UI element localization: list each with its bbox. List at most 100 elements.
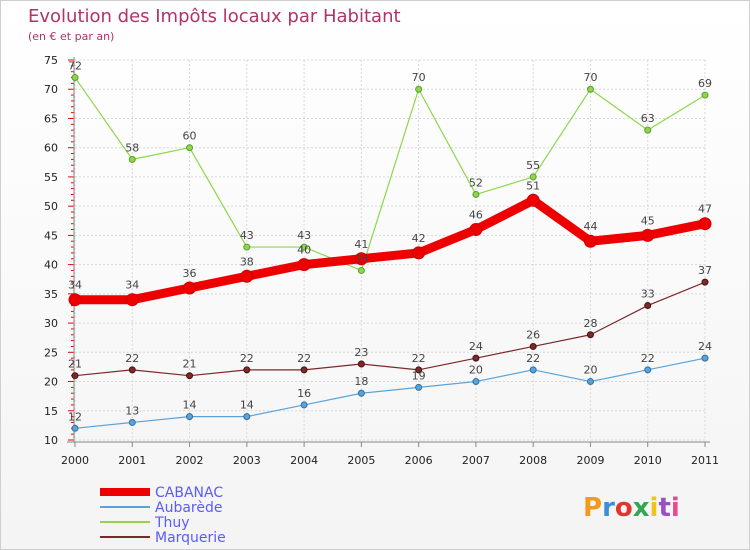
data-label-thuy: 70 <box>412 71 426 84</box>
data-label-cabanac: 34 <box>68 279 82 292</box>
data-point-aubarede <box>186 413 194 421</box>
data-label-aubarede: 22 <box>526 352 540 365</box>
data-point-marquerie <box>644 302 652 310</box>
data-label-cabanac: 51 <box>526 179 540 192</box>
data-label-cabanac: 34 <box>125 279 139 292</box>
series-cabanac <box>68 193 712 307</box>
x-tick-label: 2006 <box>405 454 433 467</box>
data-point-thuy <box>644 126 652 134</box>
data-point-aubarede <box>701 354 709 362</box>
data-point-thuy <box>357 266 365 274</box>
legend-label-thuy: Thuy <box>154 515 190 531</box>
y-tick-label: 55 <box>44 171 58 184</box>
x-tick-label: 2005 <box>347 454 375 467</box>
data-label-marquerie: 26 <box>526 328 540 341</box>
data-point-thuy <box>529 173 537 181</box>
data-label-aubarede: 16 <box>297 387 311 400</box>
data-point-thuy <box>300 243 308 251</box>
data-point-cabanac <box>68 293 82 307</box>
data-point-aubarede <box>472 378 480 386</box>
data-point-thuy <box>701 91 709 99</box>
data-point-thuy <box>186 144 194 152</box>
grid <box>74 59 706 441</box>
data-point-thuy <box>472 190 480 198</box>
data-point-aubarede <box>71 424 79 432</box>
data-label-marquerie: 22 <box>240 352 254 365</box>
data-point-cabanac <box>354 252 368 266</box>
legend-label-aubarede: Aubarède <box>155 500 222 516</box>
data-point-aubarede <box>300 401 308 409</box>
data-point-thuy <box>415 85 423 93</box>
data-point-aubarede <box>128 418 136 426</box>
data-point-aubarede <box>243 413 251 421</box>
data-label-cabanac: 44 <box>583 220 597 233</box>
data-point-marquerie <box>472 354 480 362</box>
data-point-marquerie <box>701 278 709 286</box>
data-point-aubarede <box>529 366 537 374</box>
data-point-aubarede <box>357 389 365 397</box>
logo-letter: r <box>602 493 615 523</box>
series-line-marquerie <box>74 281 706 377</box>
data-label-cabanac: 42 <box>412 232 426 245</box>
series-line-thuy <box>74 76 706 272</box>
logo-letter: i <box>671 493 680 523</box>
data-label-thuy: 43 <box>240 229 254 242</box>
data-point-marquerie <box>243 366 251 374</box>
x-tick-label: 2003 <box>233 454 261 467</box>
data-point-aubarede <box>415 383 423 391</box>
y-tick-label: 75 <box>44 54 58 67</box>
x-tick-label: 2001 <box>118 454 146 467</box>
series-line-cabanac <box>70 195 710 305</box>
y-tick-label: 15 <box>44 405 58 418</box>
data-label-cabanac: 40 <box>297 244 311 257</box>
chart-title: Evolution des Impôts locaux par Habitant <box>28 6 401 27</box>
x-tick-label: 2009 <box>576 454 604 467</box>
data-label-thuy: 55 <box>526 159 540 172</box>
data-point-cabanac <box>698 217 712 231</box>
series-thuy <box>71 74 709 274</box>
data-label-marquerie: 22 <box>297 352 311 365</box>
data-label-thuy: 39 <box>354 252 368 265</box>
logo-letter: t <box>658 493 670 523</box>
data-point-marquerie <box>186 372 194 380</box>
data-label-marquerie: 23 <box>354 346 368 359</box>
y-tick-label: 45 <box>44 229 58 242</box>
legend-label-marquerie: Marquerie <box>155 530 226 546</box>
logo-letter: i <box>650 493 659 523</box>
data-label-thuy: 69 <box>698 77 712 90</box>
data-label-aubarede: 13 <box>125 404 139 417</box>
y-tick-label: 35 <box>44 288 58 301</box>
data-label-marquerie: 37 <box>698 264 712 277</box>
data-label-cabanac: 41 <box>354 238 368 251</box>
data-point-thuy <box>71 74 79 82</box>
data-label-marquerie: 28 <box>583 317 597 330</box>
logo-letter: P <box>583 493 602 523</box>
data-point-marquerie <box>300 366 308 374</box>
data-label-aubarede: 22 <box>641 352 655 365</box>
x-tick-label: 2002 <box>176 454 204 467</box>
data-label-cabanac: 38 <box>240 255 254 268</box>
y-tick-label: 30 <box>44 317 58 330</box>
data-point-cabanac <box>412 246 426 260</box>
y-tick-label: 40 <box>44 259 58 272</box>
data-point-cabanac <box>183 281 197 295</box>
data-label-marquerie: 21 <box>68 358 82 371</box>
data-label-thuy: 63 <box>641 112 655 125</box>
data-point-cabanac <box>583 234 597 248</box>
data-point-thuy <box>128 155 136 163</box>
legend-label-cabanac: CABANAC <box>155 485 223 501</box>
data-label-aubarede: 18 <box>354 375 368 388</box>
data-point-marquerie <box>71 372 79 380</box>
data-label-marquerie: 22 <box>125 352 139 365</box>
proxiti-logo: Proxiti <box>583 493 680 523</box>
x-tick-label: 2000 <box>61 454 89 467</box>
logo-letter: o <box>615 493 633 523</box>
data-label-cabanac: 45 <box>641 214 655 227</box>
data-label-aubarede: 12 <box>68 410 82 423</box>
y-tick-label: 10 <box>44 434 58 447</box>
chart-subtitle: (en € et par an) <box>28 30 114 43</box>
data-label-thuy: 72 <box>68 60 82 73</box>
data-point-cabanac <box>240 269 254 283</box>
